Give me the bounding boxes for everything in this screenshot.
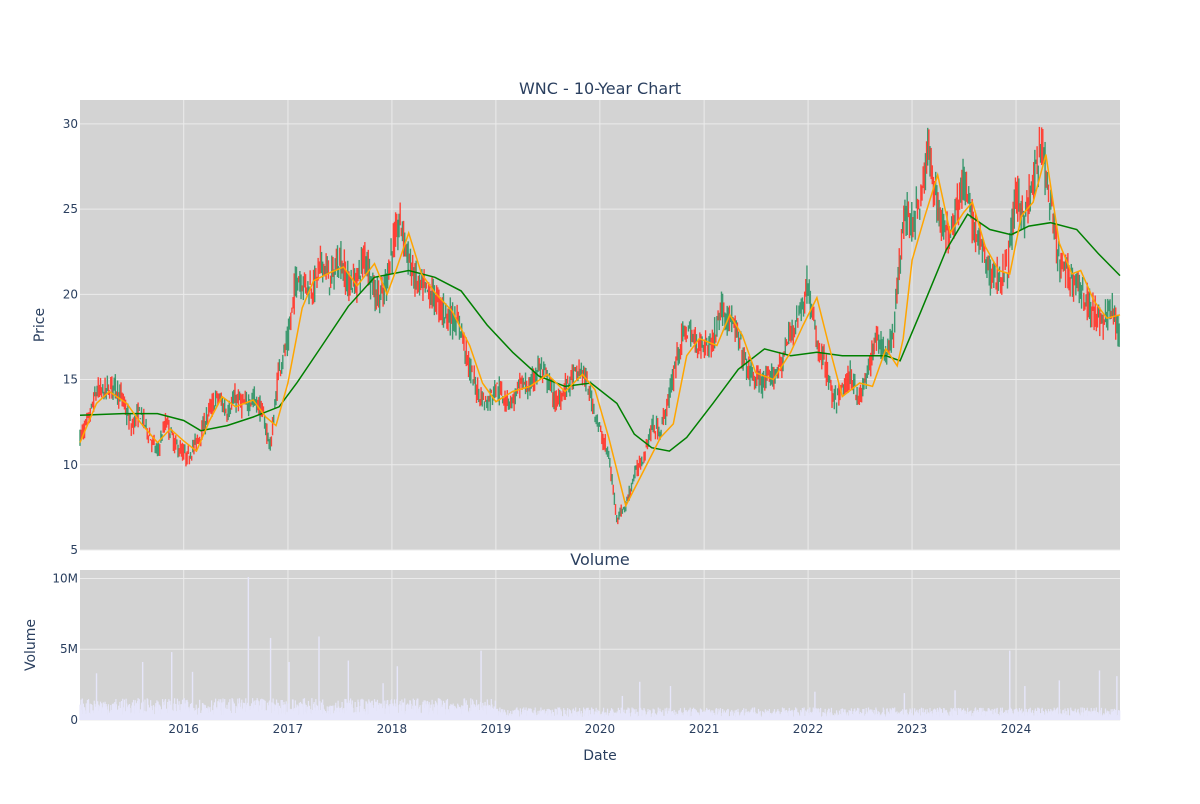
price-y-ticks: 5 10 15 20 25 30 [63, 117, 78, 557]
price-tick-label: 5 [70, 543, 78, 557]
short-moving-average-line [79, 154, 1121, 508]
date-tick-label: 2016 [168, 722, 199, 736]
date-tick-label: 2024 [1001, 722, 1032, 736]
volume-y-ticks: 0 5M 10M [52, 571, 78, 727]
price-tick-label: 20 [63, 287, 78, 301]
price-y-axis-label: Price [32, 308, 48, 342]
date-tick-label: 2018 [377, 722, 408, 736]
x-axis-label: Date [583, 748, 616, 764]
date-tick-label: 2021 [689, 722, 720, 736]
volume-tick-label: 10M [52, 571, 78, 585]
volume-tick-label: 5M [60, 642, 78, 656]
date-tick-label: 2019 [481, 722, 512, 736]
volume-y-axis-label: Volume [23, 619, 39, 671]
date-x-ticks: 2016 2017 2018 2019 2020 2021 2022 2023 2024 [168, 722, 1031, 736]
price-tick-label: 25 [63, 202, 78, 216]
price-tick-label: 30 [63, 117, 78, 131]
date-tick-label: 2020 [585, 722, 616, 736]
volume-bars [79, 577, 1121, 720]
date-tick-label: 2022 [793, 722, 824, 736]
price-grid [80, 100, 1120, 551]
price-tick-label: 15 [63, 373, 78, 387]
chart-title: WNC - 10-Year Chart [519, 79, 681, 98]
date-tick-label: 2023 [897, 722, 928, 736]
volume-subplot-title: Volume [570, 550, 630, 569]
candlestick-series [79, 126, 1120, 525]
moving-average-lines [79, 154, 1121, 508]
volume-tick-label: 0 [70, 713, 78, 727]
date-tick-label: 2017 [273, 722, 304, 736]
price-tick-label: 10 [63, 458, 78, 472]
